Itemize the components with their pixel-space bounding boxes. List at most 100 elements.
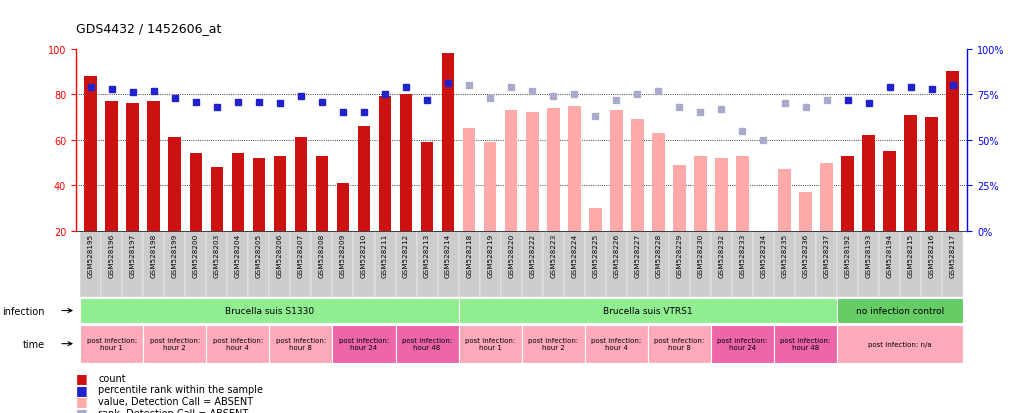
Text: GSM528219: GSM528219	[487, 233, 493, 278]
Bar	[504, 111, 518, 231]
Text: GSM528194: GSM528194	[886, 233, 892, 278]
Text: post infection:
hour 4: post infection: hour 4	[592, 337, 641, 350]
Bar	[400, 95, 412, 231]
Bar	[905, 116, 917, 231]
Bar	[606, 231, 627, 297]
Bar	[395, 325, 459, 363]
Text: post infection:
hour 1: post infection: hour 1	[465, 337, 516, 350]
Bar	[375, 231, 395, 297]
Bar	[942, 231, 963, 297]
Text: GDS4432 / 1452606_at: GDS4432 / 1452606_at	[76, 22, 222, 35]
Text: GSM528226: GSM528226	[613, 233, 619, 278]
Text: ■: ■	[76, 394, 88, 408]
Text: GSM528220: GSM528220	[509, 233, 515, 278]
Text: percentile rank within the sample: percentile rank within the sample	[98, 385, 263, 394]
Bar	[564, 231, 585, 297]
Text: GSM528211: GSM528211	[382, 233, 388, 278]
Bar	[379, 97, 391, 231]
Bar	[652, 134, 665, 231]
Bar	[291, 231, 311, 297]
Bar	[522, 231, 543, 297]
Text: GSM528216: GSM528216	[929, 233, 935, 278]
Bar	[901, 231, 921, 297]
Text: GSM528208: GSM528208	[319, 233, 325, 278]
Bar	[921, 231, 942, 297]
Bar	[526, 113, 539, 231]
Text: GSM528232: GSM528232	[718, 233, 724, 278]
Text: post infection:
hour 8: post infection: hour 8	[276, 337, 326, 350]
Bar	[227, 231, 248, 297]
Bar	[522, 325, 585, 363]
Bar	[862, 136, 875, 231]
Bar	[879, 231, 901, 297]
Bar	[883, 152, 895, 231]
Bar	[332, 325, 395, 363]
Bar	[295, 138, 307, 231]
Text: post infection:
hour 48: post infection: hour 48	[780, 337, 831, 350]
Bar	[736, 157, 749, 231]
Bar	[925, 118, 938, 231]
Bar	[795, 231, 816, 297]
Text: ■: ■	[76, 383, 88, 396]
Text: GSM528228: GSM528228	[655, 233, 661, 278]
Text: rank, Detection Call = ABSENT: rank, Detection Call = ABSENT	[98, 408, 248, 413]
Bar	[395, 231, 416, 297]
Bar	[316, 157, 328, 231]
Bar	[585, 231, 606, 297]
Bar	[946, 72, 959, 231]
Text: infection: infection	[2, 306, 45, 316]
Bar	[269, 325, 332, 363]
Bar	[627, 231, 648, 297]
Text: GSM528218: GSM528218	[466, 233, 472, 278]
Text: GSM528207: GSM528207	[298, 233, 304, 278]
Bar	[837, 325, 963, 363]
Bar	[143, 231, 164, 297]
Bar	[143, 325, 207, 363]
Bar	[80, 231, 101, 297]
Bar	[438, 231, 459, 297]
Bar	[123, 231, 143, 297]
Bar	[500, 231, 522, 297]
Text: GSM528227: GSM528227	[634, 233, 640, 278]
Text: GSM528235: GSM528235	[781, 233, 787, 278]
Bar	[416, 231, 438, 297]
Bar	[189, 154, 203, 231]
Text: GSM528237: GSM528237	[824, 233, 830, 278]
Bar	[332, 231, 354, 297]
Bar	[690, 231, 711, 297]
Bar	[568, 106, 580, 231]
Bar	[459, 298, 837, 324]
Text: GSM528236: GSM528236	[802, 233, 808, 278]
Bar	[543, 231, 564, 297]
Text: GSM528217: GSM528217	[950, 233, 955, 278]
Text: GSM528206: GSM528206	[277, 233, 283, 278]
Bar	[463, 129, 475, 231]
Bar	[442, 54, 455, 231]
Bar	[311, 231, 332, 297]
Text: GSM528212: GSM528212	[403, 233, 409, 278]
Text: GSM528199: GSM528199	[172, 233, 178, 278]
Bar	[232, 154, 244, 231]
Text: GSM528209: GSM528209	[340, 233, 346, 278]
Bar	[80, 298, 459, 324]
Bar	[715, 159, 727, 231]
Text: value, Detection Call = ABSENT: value, Detection Call = ABSENT	[98, 396, 253, 406]
Bar	[669, 231, 690, 297]
Bar	[774, 325, 837, 363]
Bar	[585, 325, 648, 363]
Text: GSM528204: GSM528204	[235, 233, 241, 278]
Bar	[101, 231, 123, 297]
Bar	[207, 325, 269, 363]
Bar	[148, 102, 160, 231]
Text: GSM528223: GSM528223	[550, 233, 556, 278]
Text: Brucella suis VTRS1: Brucella suis VTRS1	[603, 306, 693, 315]
Bar	[105, 102, 119, 231]
Bar	[837, 298, 963, 324]
Bar	[799, 192, 811, 231]
Text: GSM528215: GSM528215	[908, 233, 914, 278]
Text: GSM528214: GSM528214	[445, 233, 451, 278]
Text: GSM528225: GSM528225	[593, 233, 599, 278]
Bar	[648, 231, 669, 297]
Text: GSM528192: GSM528192	[845, 233, 851, 278]
Bar	[336, 183, 349, 231]
